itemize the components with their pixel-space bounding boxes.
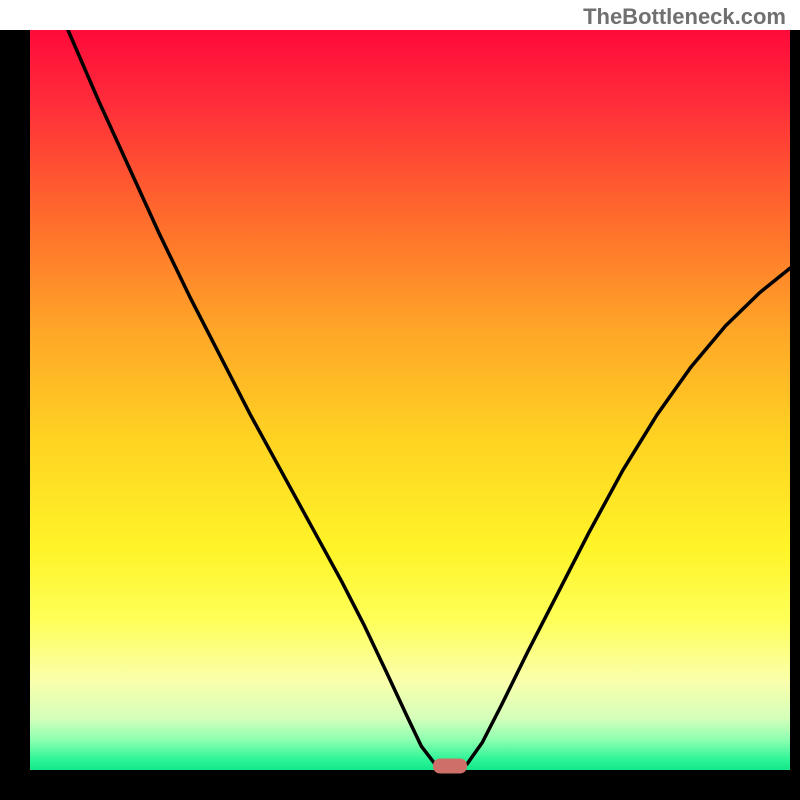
- optimal-point-marker: [433, 758, 467, 773]
- watermark-text: TheBottleneck.com: [583, 4, 786, 30]
- chart-container: TheBottleneck.com: [0, 0, 800, 800]
- bottleneck-curve: [30, 30, 790, 770]
